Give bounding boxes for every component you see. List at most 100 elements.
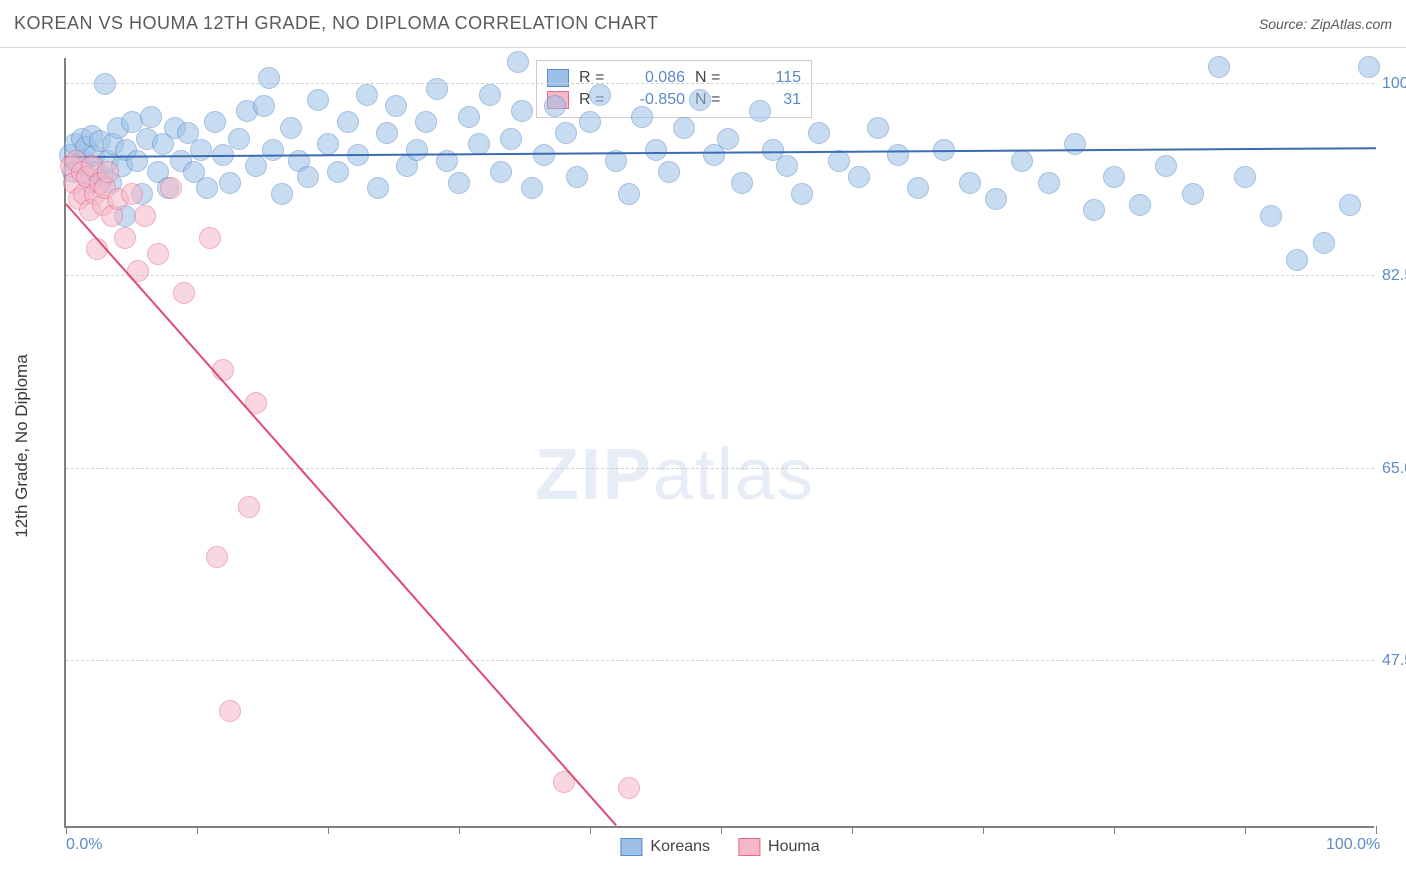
legend-row: R =0.086N =115 bbox=[547, 67, 801, 89]
y-tick-label: 100.0% bbox=[1382, 75, 1406, 93]
gridline bbox=[66, 275, 1374, 276]
y-axis-label: 12th Grade, No Diploma bbox=[12, 354, 32, 537]
watermark-bold: ZIP bbox=[535, 435, 653, 515]
data-point bbox=[426, 78, 448, 100]
data-point bbox=[297, 166, 319, 188]
data-point bbox=[579, 111, 601, 133]
chart-source: Source: ZipAtlas.com bbox=[1259, 16, 1392, 32]
data-point bbox=[1083, 199, 1105, 221]
data-point bbox=[589, 84, 611, 106]
data-point bbox=[307, 89, 329, 111]
legend-swatch bbox=[547, 69, 569, 87]
data-point bbox=[160, 177, 182, 199]
data-point bbox=[645, 139, 667, 161]
data-point bbox=[1038, 172, 1060, 194]
data-point bbox=[317, 133, 339, 155]
data-point bbox=[468, 133, 490, 155]
legend-label: Koreans bbox=[650, 838, 710, 856]
data-point bbox=[673, 117, 695, 139]
y-tick-label: 65.0% bbox=[1382, 460, 1406, 478]
data-point bbox=[126, 150, 148, 172]
data-point bbox=[658, 161, 680, 183]
data-point bbox=[1260, 205, 1282, 227]
gridline bbox=[66, 468, 1374, 469]
data-point bbox=[544, 95, 566, 117]
data-point bbox=[717, 128, 739, 150]
x-tick-label: 0.0% bbox=[66, 836, 102, 854]
y-tick-label: 47.5% bbox=[1382, 652, 1406, 670]
data-point bbox=[731, 172, 753, 194]
data-point bbox=[1155, 155, 1177, 177]
data-point bbox=[385, 95, 407, 117]
data-point bbox=[1129, 194, 1151, 216]
legend-item: Koreans bbox=[620, 838, 710, 856]
data-point bbox=[337, 111, 359, 133]
data-point bbox=[1339, 194, 1361, 216]
legend-label: Houma bbox=[768, 838, 820, 856]
data-point bbox=[245, 155, 267, 177]
chart-title: KOREAN VS HOUMA 12TH GRADE, NO DIPLOMA C… bbox=[14, 13, 658, 34]
data-point bbox=[212, 359, 234, 381]
x-tick bbox=[197, 826, 198, 834]
data-point bbox=[490, 161, 512, 183]
x-tick-label: 100.0% bbox=[1326, 836, 1380, 854]
data-point bbox=[190, 139, 212, 161]
gridline bbox=[66, 660, 1374, 661]
data-point bbox=[262, 139, 284, 161]
x-tick bbox=[328, 826, 329, 834]
data-point bbox=[867, 117, 889, 139]
data-point bbox=[140, 106, 162, 128]
regression-line bbox=[65, 203, 617, 826]
data-point bbox=[253, 95, 275, 117]
data-point bbox=[1208, 56, 1230, 78]
data-point bbox=[356, 84, 378, 106]
data-point bbox=[1064, 133, 1086, 155]
x-tick bbox=[459, 826, 460, 834]
x-tick bbox=[983, 826, 984, 834]
legend-item: Houma bbox=[738, 838, 820, 856]
data-point bbox=[566, 166, 588, 188]
x-tick bbox=[66, 826, 67, 834]
data-point bbox=[238, 496, 260, 518]
data-point bbox=[533, 144, 555, 166]
data-point bbox=[959, 172, 981, 194]
data-point bbox=[887, 144, 909, 166]
x-tick bbox=[590, 826, 591, 834]
data-point bbox=[196, 177, 218, 199]
legend-series: Koreans Houma bbox=[620, 838, 819, 856]
data-point bbox=[114, 227, 136, 249]
legend-n-label: N = bbox=[695, 69, 727, 87]
scatter-plot-area: ZIPatlas R =0.086N =115R =-0.850N =31 Ko… bbox=[64, 58, 1374, 828]
data-point bbox=[121, 183, 143, 205]
data-point bbox=[555, 122, 577, 144]
data-point bbox=[776, 155, 798, 177]
data-point bbox=[147, 243, 169, 265]
data-point bbox=[791, 183, 813, 205]
data-point bbox=[280, 117, 302, 139]
data-point bbox=[808, 122, 830, 144]
data-point bbox=[631, 106, 653, 128]
data-point bbox=[219, 172, 241, 194]
data-point bbox=[507, 51, 529, 73]
data-point bbox=[985, 188, 1007, 210]
data-point bbox=[327, 161, 349, 183]
data-point bbox=[618, 777, 640, 799]
data-point bbox=[749, 100, 771, 122]
data-point bbox=[448, 172, 470, 194]
data-point bbox=[689, 89, 711, 111]
watermark-rest: atlas bbox=[653, 435, 815, 515]
data-point bbox=[500, 128, 522, 150]
data-point bbox=[415, 111, 437, 133]
data-point bbox=[458, 106, 480, 128]
data-point bbox=[206, 546, 228, 568]
legend-r-value: 0.086 bbox=[621, 69, 685, 87]
data-point bbox=[97, 161, 119, 183]
data-point bbox=[1286, 249, 1308, 271]
data-point bbox=[848, 166, 870, 188]
data-point bbox=[173, 282, 195, 304]
data-point bbox=[376, 122, 398, 144]
data-point bbox=[907, 177, 929, 199]
chart-header: KOREAN VS HOUMA 12TH GRADE, NO DIPLOMA C… bbox=[0, 0, 1406, 48]
data-point bbox=[1234, 166, 1256, 188]
data-point bbox=[94, 73, 116, 95]
